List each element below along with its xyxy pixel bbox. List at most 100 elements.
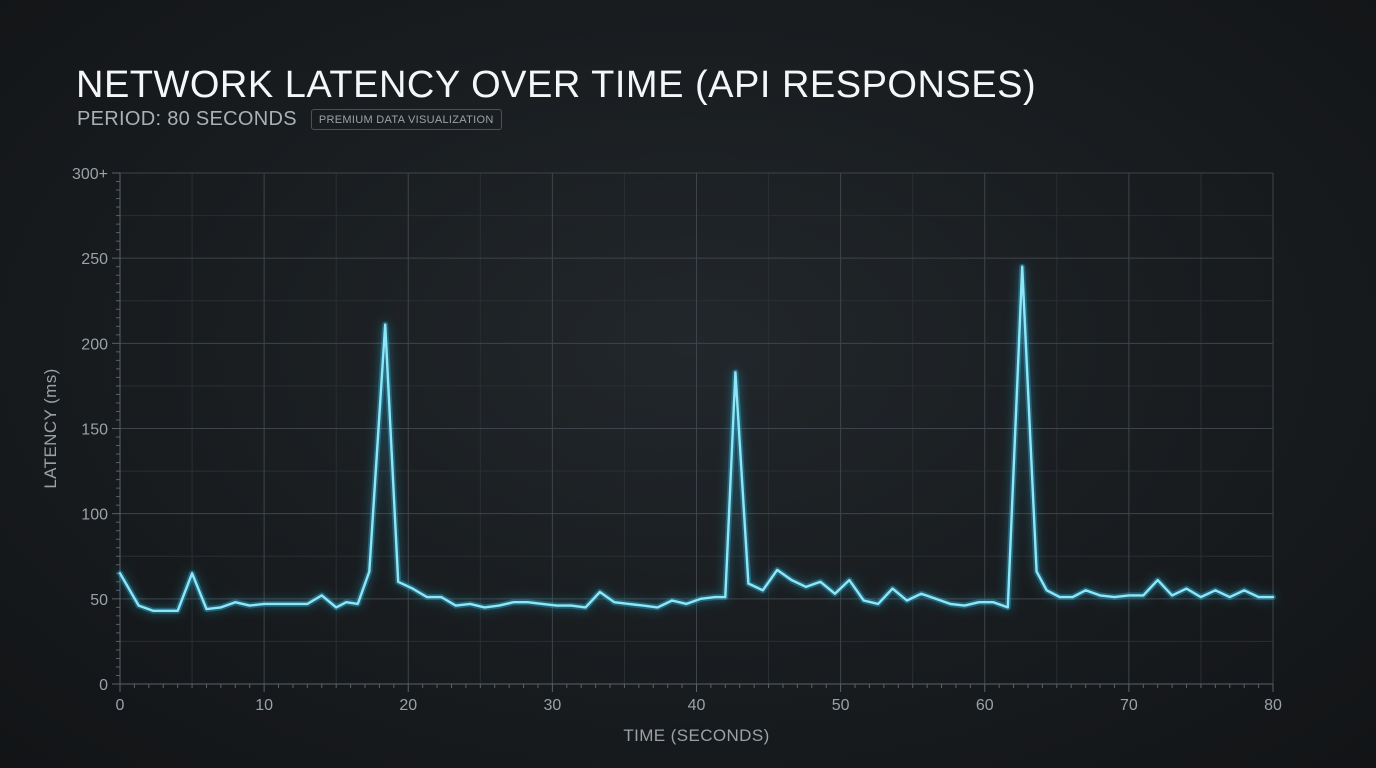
latency-point <box>191 572 193 574</box>
latency-point <box>599 591 601 593</box>
latency-point <box>1021 265 1023 267</box>
latency-point <box>992 601 994 603</box>
latency-point <box>613 601 615 603</box>
latency-point <box>1185 587 1187 589</box>
latency-point <box>642 604 644 606</box>
latency-point <box>628 603 630 605</box>
latency-point <box>747 582 749 584</box>
x-axis-title: TIME (SECONDS) <box>623 726 769 745</box>
latency-point <box>205 608 207 610</box>
latency-point <box>656 606 658 608</box>
y-tick-label: 300+ <box>72 166 108 183</box>
latency-point <box>263 603 265 605</box>
y-axis-title: LATENCY (ms) <box>41 368 60 488</box>
axis-ticks <box>112 172 1274 692</box>
latency-line <box>118 265 1275 612</box>
latency-point <box>1257 596 1259 598</box>
latency-point <box>1272 596 1274 598</box>
latency-point <box>714 596 716 598</box>
latency-point <box>848 579 850 581</box>
latency-point <box>891 587 893 589</box>
premium-badge: PREMIUM DATA VISUALIZATION <box>310 109 502 130</box>
latency-point <box>963 604 965 606</box>
latency-point <box>169 610 171 612</box>
latency-point <box>357 603 359 605</box>
latency-point <box>906 599 908 601</box>
latency-point <box>819 581 821 583</box>
latency-point <box>483 606 485 608</box>
latency-point <box>1058 596 1060 598</box>
x-tick-label: 50 <box>832 697 850 714</box>
latency-point <box>685 603 687 605</box>
latency-point <box>724 596 726 598</box>
latency-point <box>776 569 778 571</box>
latency-point <box>498 604 500 606</box>
latency-point <box>978 601 980 603</box>
latency-point <box>138 604 140 606</box>
latency-point <box>790 579 792 581</box>
latency-point <box>1099 594 1101 596</box>
x-tick-label: 40 <box>688 697 706 714</box>
latency-point <box>119 572 121 574</box>
latency-point <box>1171 594 1173 596</box>
latency-point <box>920 593 922 595</box>
latency-point <box>1035 570 1037 572</box>
latency-point <box>440 596 442 598</box>
y-tick-label: 100 <box>81 507 108 524</box>
latency-point <box>234 601 236 603</box>
latency-point <box>700 598 702 600</box>
y-tick-label: 0 <box>99 677 108 694</box>
latency-point <box>1229 596 1231 598</box>
latency-point <box>1157 579 1159 581</box>
latency-series <box>117 263 1276 614</box>
latency-point <box>411 587 413 589</box>
latency-point <box>1243 589 1245 591</box>
y-tick-label: 200 <box>81 336 108 353</box>
latency-point <box>321 594 323 596</box>
latency-point <box>306 603 308 605</box>
latency-point <box>345 601 347 603</box>
latency-point <box>935 598 937 600</box>
latency-point <box>469 603 471 605</box>
x-tick-label: 10 <box>255 697 273 714</box>
x-tick-label: 0 <box>116 697 125 714</box>
latency-point <box>1214 589 1216 591</box>
latency-point <box>671 599 673 601</box>
x-tick-label: 20 <box>399 697 417 714</box>
x-tick-label: 70 <box>1120 697 1138 714</box>
latency-point <box>834 593 836 595</box>
latency-point <box>1084 589 1086 591</box>
latency-point <box>176 610 178 612</box>
latency-point <box>877 603 879 605</box>
latency-point <box>1128 594 1130 596</box>
latency-point <box>805 586 807 588</box>
latency-point <box>1142 594 1144 596</box>
y-tick-label: 250 <box>81 251 108 268</box>
x-tick-label: 30 <box>543 697 561 714</box>
x-tick-label: 80 <box>1264 697 1282 714</box>
y-tick-label: 150 <box>81 422 108 439</box>
latency-point <box>1200 596 1202 598</box>
latency-point <box>762 589 764 591</box>
y-axis-tick-labels: 0 50 100 150 200 250 300+ <box>72 166 108 694</box>
latency-point <box>527 601 529 603</box>
x-axis-tick-labels: 0 10 20 30 40 50 60 70 80 <box>116 697 1282 714</box>
latency-point <box>292 603 294 605</box>
latency-point <box>1046 589 1048 591</box>
latency-point <box>1007 606 1009 608</box>
latency-point <box>570 604 572 606</box>
latency-point <box>455 604 457 606</box>
subtitle-row: PERIOD: 80 SECONDS PREMIUM DATA VISUALIZ… <box>77 108 502 131</box>
latency-point <box>541 603 543 605</box>
latency-point <box>277 603 279 605</box>
latency-point <box>426 596 428 598</box>
chart-title: NETWORK LATENCY OVER TIME (API RESPONSES… <box>76 64 1037 106</box>
latency-point <box>384 323 386 325</box>
latency-point <box>949 603 951 605</box>
latency-point <box>584 606 586 608</box>
major-gridlines <box>119 172 1274 685</box>
latency-point <box>1113 596 1115 598</box>
latency-point <box>1071 596 1073 598</box>
